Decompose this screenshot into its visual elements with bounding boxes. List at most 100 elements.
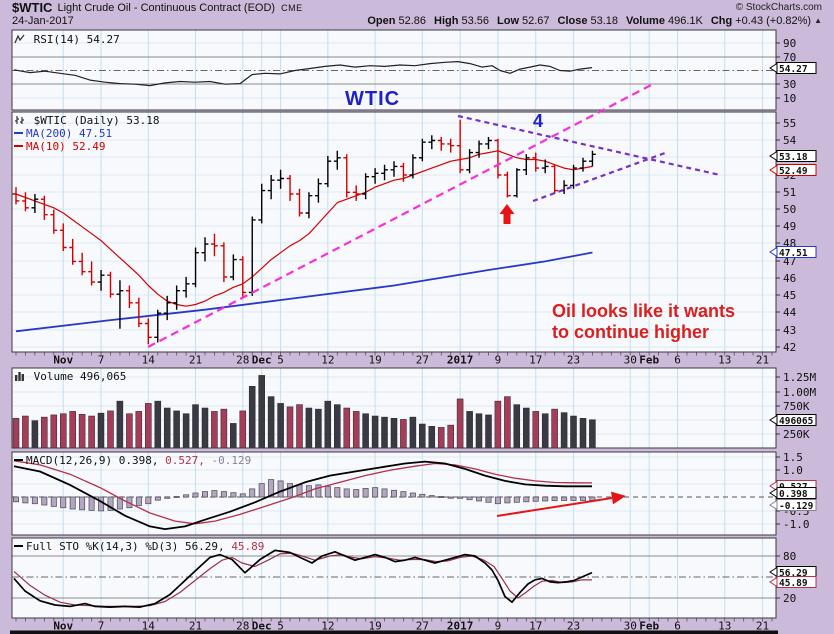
sto-k-color-swatch	[14, 545, 23, 547]
comment-line-1: Oil looks like it wants	[552, 301, 736, 321]
volume-legend: Volume 496,065	[14, 370, 126, 383]
y-axis-labels: 9070301054.27555452515049484746454443425…	[769, 37, 817, 605]
wave-4-annotation: 4	[533, 111, 544, 131]
quote-label: Close	[557, 14, 588, 27]
x-axis-tick-label: 7	[98, 354, 105, 367]
comment-annotation: Oil looks like it wants to continue high…	[552, 301, 735, 343]
chart-date: 24-Jan-2017	[12, 14, 74, 27]
y-axis-current-value-tag: 47.51	[779, 248, 808, 259]
exchange-label: CME	[281, 2, 303, 13]
volume-panel	[12, 375, 596, 449]
x-axis-tick-label: 23	[567, 354, 580, 367]
rsi-panel	[13, 60, 593, 87]
sto-panel	[13, 549, 593, 608]
quote-label: Volume	[626, 14, 665, 27]
x-axis-tick-label: 2017	[447, 620, 474, 633]
y-axis-label: 49	[783, 220, 796, 233]
y-axis-label: 1.00M	[783, 386, 816, 399]
chart-header: $WTIC Light Crude Oil - Continuous Contr…	[0, 0, 834, 28]
x-axis-tick-label: 6	[674, 620, 681, 633]
x-axis-tick-label: 19	[368, 354, 381, 367]
comment-line-2: to continue higher	[552, 322, 709, 342]
quote-value: +0.43 (+0.82%)	[735, 14, 812, 27]
y-axis-current-value-tag: 0.398	[779, 489, 808, 500]
ma200-label: MA(200) 47.51	[26, 127, 113, 140]
x-axis-tick-label: 27	[416, 620, 429, 633]
x-axis-tick-label: 21	[756, 620, 769, 633]
y-axis-label: 1.0	[783, 464, 803, 477]
quote-value: 52.67	[522, 14, 550, 27]
sto-legend-d: 45.89	[231, 540, 265, 553]
title-row: $WTIC Light Crude Oil - Continuous Contr…	[12, 0, 822, 15]
wtic-annotation: WTIC	[345, 88, 401, 110]
sto-legend: Full STO %K(14,3) %D(3) 56.29, 45.89	[14, 540, 264, 553]
y-axis-label: 1.25M	[783, 371, 816, 384]
macd-legend-signal: 0.527,	[165, 454, 205, 467]
macd-legend-name: MACD(12,26,9) 0.398,	[26, 454, 159, 467]
y-axis-label: 10	[783, 92, 796, 105]
y-axis-label: 30	[783, 78, 796, 91]
quote-label: High	[434, 14, 459, 27]
y-axis-label: 43	[783, 324, 796, 337]
x-axis-tick-label: 21	[189, 620, 202, 633]
price-panel	[12, 119, 596, 345]
x-axis-tick-label: 17	[529, 620, 542, 633]
indicator-line-icon	[14, 34, 25, 44]
annotations	[147, 82, 721, 517]
x-axis-tick-label: 5	[277, 620, 284, 633]
x-axis-tick-label: Nov	[53, 354, 73, 367]
y-axis-label: 46	[783, 272, 796, 285]
x-axis-tick-label: 9	[495, 620, 502, 633]
x-axis-tick-label: 30	[624, 620, 637, 633]
rsi-legend-label: RSI(14) 54.27	[33, 33, 120, 46]
quote-row-wrap: 24-Jan-2017 Open 52.86 High 53.56 Low 52.67 Cl…	[12, 14, 822, 27]
x-axis-tick-label: 21	[189, 354, 202, 367]
volume-legend-label: Volume 496,065	[33, 370, 127, 383]
macd-panel	[12, 460, 596, 530]
sto-legend-k: Full STO %K(14,3) %D(3) 56.29,	[26, 540, 225, 553]
y-axis-label: 44	[783, 306, 797, 319]
y-axis-label: 1.5	[783, 451, 803, 464]
x-axis-tick-label: 12	[321, 354, 334, 367]
macd-legend: MACD(12,26,9) 0.398, 0.527, -0.129	[14, 454, 251, 467]
symbol-label: $WTIC	[12, 0, 53, 15]
quote-row: Open 52.86 High 53.56 Low 52.67 Close 53.18 Volu…	[359, 15, 811, 27]
y-axis-current-value-tag: 52.49	[779, 166, 808, 177]
rsi-legend: RSI(14) 54.27	[14, 33, 120, 46]
x-axis-tick-label: 14	[142, 620, 156, 633]
quote-label: Open	[367, 14, 396, 27]
ohlc-bars-icon	[15, 116, 24, 124]
y-axis-current-value-tag: 45.89	[779, 578, 808, 589]
y-axis-current-value-tag: 496065	[779, 416, 814, 427]
price-legend: $WTIC (Daily) 53.18 MA(200) 47.51 MA(10)…	[14, 114, 159, 153]
ma200-color-swatch	[14, 132, 23, 134]
y-axis-label: 55	[783, 117, 796, 130]
x-axis-tick-label: 6	[674, 354, 681, 367]
y-axis-current-value-tag: 54.27	[779, 64, 808, 75]
y-axis-label: 50	[783, 203, 796, 216]
y-axis-current-value-tag: -0.129	[779, 501, 814, 512]
y-axis-label: -1.0	[783, 518, 810, 531]
x-axis-tick-label: 19	[368, 620, 381, 633]
x-axis-tick-label: 12	[321, 620, 334, 633]
y-axis-label: 250K	[783, 428, 810, 441]
quote-value: 53.56	[461, 14, 490, 27]
macd-color-swatch	[14, 459, 23, 461]
x-axis-tick-label: 7	[98, 620, 105, 633]
price-legend-ma10-row: MA(10) 52.49	[14, 140, 159, 153]
chart-title: Light Crude Oil - Continuous Contract (E…	[57, 1, 276, 14]
change-up-icon: ▲	[814, 16, 822, 25]
quote-label: Chg	[710, 14, 733, 27]
x-axis-tick-label: 13	[718, 354, 731, 367]
quote-value: 496.1K	[667, 14, 703, 27]
x-axis-tick-label: Feb	[639, 354, 659, 367]
y-axis-label: 54	[783, 134, 797, 147]
x-axis-tick-label: 28	[236, 620, 249, 633]
y-axis-label: 70	[783, 51, 796, 64]
x-axis-tick-label: 2017	[447, 354, 474, 367]
quote-label: Low	[497, 14, 520, 27]
y-axis-label: 80	[783, 550, 796, 563]
copyright: © StockCharts.com	[735, 2, 822, 13]
x-axis-tick-label: 9	[495, 354, 502, 367]
